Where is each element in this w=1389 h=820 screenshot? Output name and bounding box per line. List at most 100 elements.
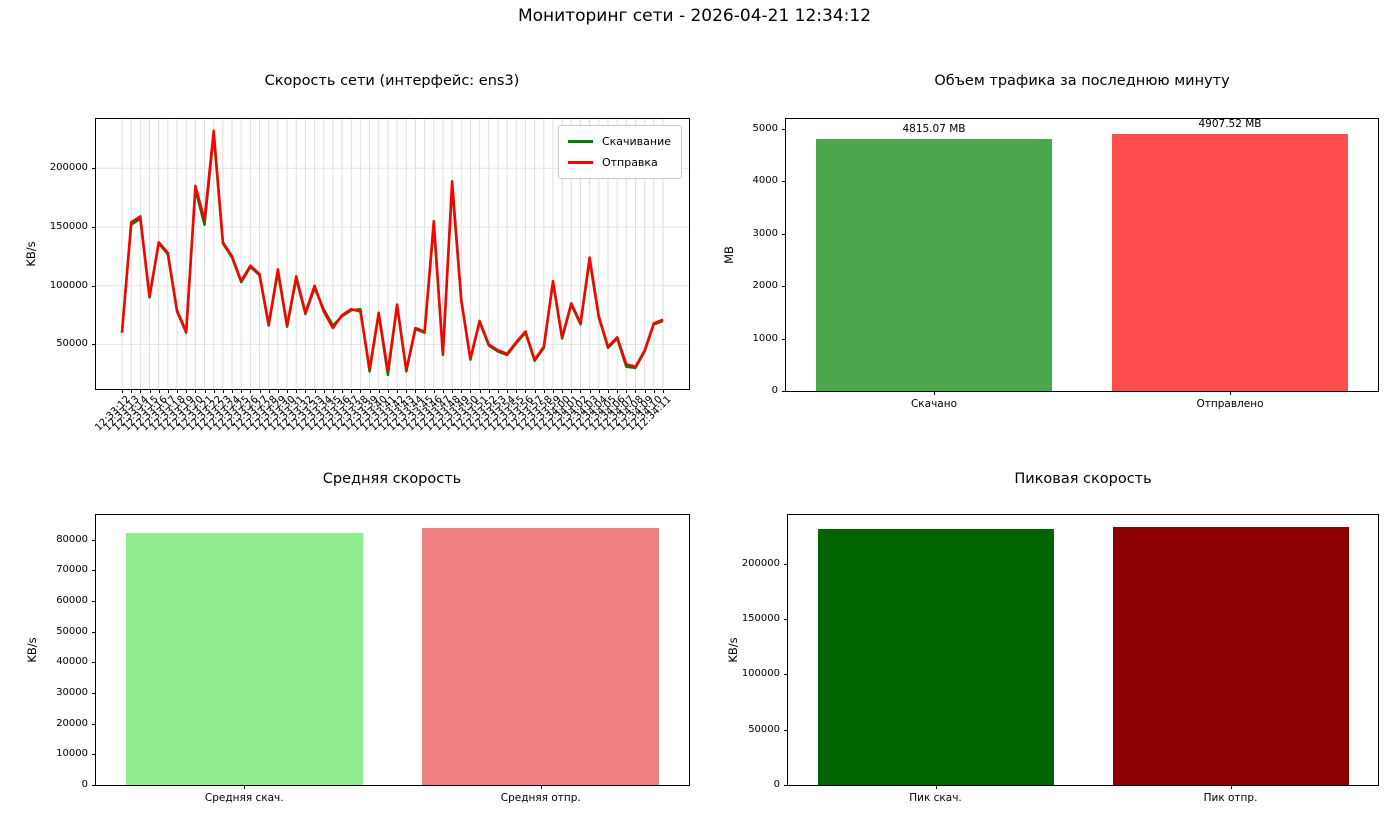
x-tick-mark: [222, 389, 224, 393]
x-tick-mark: [497, 389, 499, 393]
avg-category-upload: Средняя отпр.: [500, 792, 581, 804]
y-tick-label: 20000: [56, 717, 88, 729]
peak-y-axis-label: KB/s: [726, 637, 740, 663]
x-tick-mark: [653, 389, 655, 393]
y-tick-mark: [92, 285, 96, 287]
x-tick-mark: [397, 389, 399, 393]
peak-axes: Пик скач. Пик отпр. 0 50000 100000 150000 20…: [742, 514, 1379, 804]
x-tick-mark: [360, 389, 362, 393]
y-tick-mark: [92, 662, 96, 664]
y-tick-mark: [92, 539, 96, 541]
y-tick-label: 0: [771, 385, 778, 396]
x-tick-mark: [543, 389, 545, 393]
legend-label-download: Скачивание: [601, 135, 671, 148]
speed-y-axis-label: KB/s: [24, 241, 38, 267]
y-tick-mark: [782, 233, 786, 235]
legend-entry-download: Скачивание: [567, 131, 671, 152]
y-tick-label: 200000: [49, 162, 88, 174]
peak-category-upload: Пик отпр.: [1203, 792, 1258, 804]
upload-line-swatch: [567, 161, 593, 164]
y-tick-label: 4000: [752, 175, 778, 187]
y-tick-mark: [782, 128, 786, 130]
y-tick-mark: [784, 785, 788, 786]
x-tick-mark: [378, 389, 380, 393]
x-tick-mark: [507, 389, 509, 393]
x-tick-mark: [598, 389, 600, 393]
x-tick-mark: [244, 785, 246, 789]
x-tick-mark: [571, 389, 573, 393]
x-tick-mark: [204, 389, 206, 393]
traffic-chart-title: Объем трафика за последнюю минуту: [934, 73, 1230, 89]
x-tick-mark: [534, 389, 536, 393]
x-tick-mark: [149, 389, 151, 393]
y-tick-label: 200000: [741, 557, 780, 569]
x-tick-mark: [287, 389, 289, 393]
y-tick-label: 50000: [56, 338, 88, 350]
x-tick-mark: [617, 389, 619, 393]
peak-category-download: Пик скач.: [909, 792, 962, 804]
legend-entry-upload: Отправка: [567, 152, 671, 173]
y-tick-mark: [92, 693, 96, 695]
y-tick-mark: [92, 754, 96, 756]
x-tick-mark: [268, 389, 270, 393]
speed-plot: [96, 119, 689, 389]
y-tick-mark: [784, 563, 788, 565]
y-tick-mark: [92, 168, 96, 170]
x-tick-mark: [305, 389, 307, 393]
x-tick-mark: [644, 389, 646, 393]
bar-средняя-скач-: [125, 533, 363, 785]
x-tick-mark: [241, 389, 243, 393]
x-tick-mark: [663, 389, 664, 393]
x-tick-mark: [540, 785, 542, 789]
bar-средняя-отпр-: [422, 528, 660, 785]
y-tick-label: 3000: [752, 227, 778, 239]
x-tick-mark: [415, 389, 417, 393]
traffic-value-label-uploaded: 4907.52 MB: [1198, 117, 1262, 130]
x-tick-mark: [140, 389, 142, 393]
x-tick-mark: [195, 389, 197, 393]
x-tick-mark: [552, 389, 554, 393]
x-tick-mark: [424, 389, 426, 393]
y-tick-mark: [784, 619, 788, 621]
x-tick-mark: [580, 389, 582, 393]
y-tick-mark: [92, 723, 96, 725]
x-tick-mark: [277, 389, 279, 393]
traffic-value-label-downloaded: 4815.07 MB: [902, 122, 966, 135]
x-tick-mark: [934, 391, 935, 395]
x-tick-mark: [296, 389, 298, 393]
x-tick-mark: [442, 389, 444, 393]
y-tick-label: 100000: [741, 668, 780, 680]
x-tick-mark: [406, 389, 408, 393]
x-tick-mark: [131, 389, 133, 393]
x-tick-mark: [470, 389, 472, 393]
y-tick-label: 0: [773, 779, 780, 790]
legend-label-upload: Отправка: [601, 156, 658, 169]
y-tick-mark: [92, 344, 96, 346]
traffic-category-uploaded: Отправлено: [1196, 398, 1264, 410]
speed-axes: Скачивание Отправка 50000 100000 150000 200…: [50, 118, 690, 434]
y-tick-mark: [92, 785, 96, 786]
traffic-axes: 4815.07 MB 4907.52 MB Скачано Отправлено…: [753, 117, 1379, 410]
x-tick-mark: [186, 389, 188, 393]
y-tick-label: 50000: [748, 723, 780, 735]
x-tick-mark: [342, 389, 344, 393]
x-tick-mark: [332, 389, 334, 393]
y-tick-label: 1000: [752, 332, 778, 344]
x-tick-mark: [452, 389, 454, 393]
x-tick-mark: [351, 389, 353, 393]
avg-axes: Средняя скач. Средняя отпр. 0 10000 20000 3…: [56, 514, 690, 804]
y-tick-label: 40000: [56, 656, 88, 668]
x-tick-mark: [626, 389, 628, 393]
x-tick-mark: [250, 389, 252, 393]
y-tick-label: 2000: [752, 280, 778, 292]
x-tick-mark: [1230, 785, 1232, 789]
x-tick-mark: [122, 389, 123, 393]
y-tick-mark: [92, 227, 96, 228]
x-tick-mark: [562, 389, 564, 393]
x-tick-mark: [369, 389, 371, 393]
y-tick-mark: [92, 570, 96, 572]
avg-chart-title: Средняя скорость: [322, 471, 462, 487]
x-tick-mark: [479, 389, 481, 393]
x-tick-mark: [213, 389, 215, 393]
y-tick-mark: [782, 338, 786, 340]
